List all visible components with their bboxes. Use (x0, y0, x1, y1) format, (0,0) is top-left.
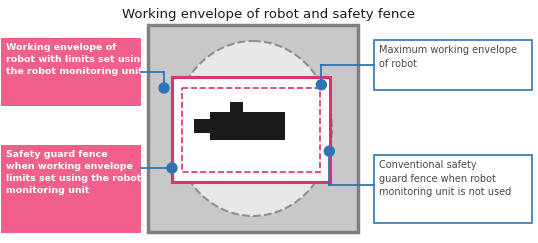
Bar (1, 38, 141, 106)
Text: Working envelope of
robot with limits set using
the robot monitoring unit: Working envelope of robot with limits se… (6, 43, 147, 76)
Bar (148, 25, 358, 232)
Circle shape (167, 163, 177, 173)
Bar (210, 112, 285, 140)
Circle shape (324, 146, 334, 156)
Bar (172, 77, 330, 182)
Bar (182, 88, 320, 172)
Ellipse shape (174, 41, 332, 216)
Text: Maximum working envelope
of robot: Maximum working envelope of robot (379, 45, 517, 69)
Text: Conventional safety
guard fence when robot
monitoring unit is not used: Conventional safety guard fence when rob… (379, 160, 511, 197)
Bar (374, 155, 532, 223)
Bar (374, 40, 532, 90)
Text: Safety guard fence
when working envelope
limits set using the robot
monitoring u: Safety guard fence when working envelope… (6, 150, 141, 195)
Circle shape (159, 83, 169, 93)
Circle shape (316, 80, 327, 90)
Bar (230, 102, 243, 115)
Text: Working envelope of robot and safety fence: Working envelope of robot and safety fen… (123, 8, 415, 21)
Bar (194, 119, 214, 133)
Bar (1, 145, 141, 233)
